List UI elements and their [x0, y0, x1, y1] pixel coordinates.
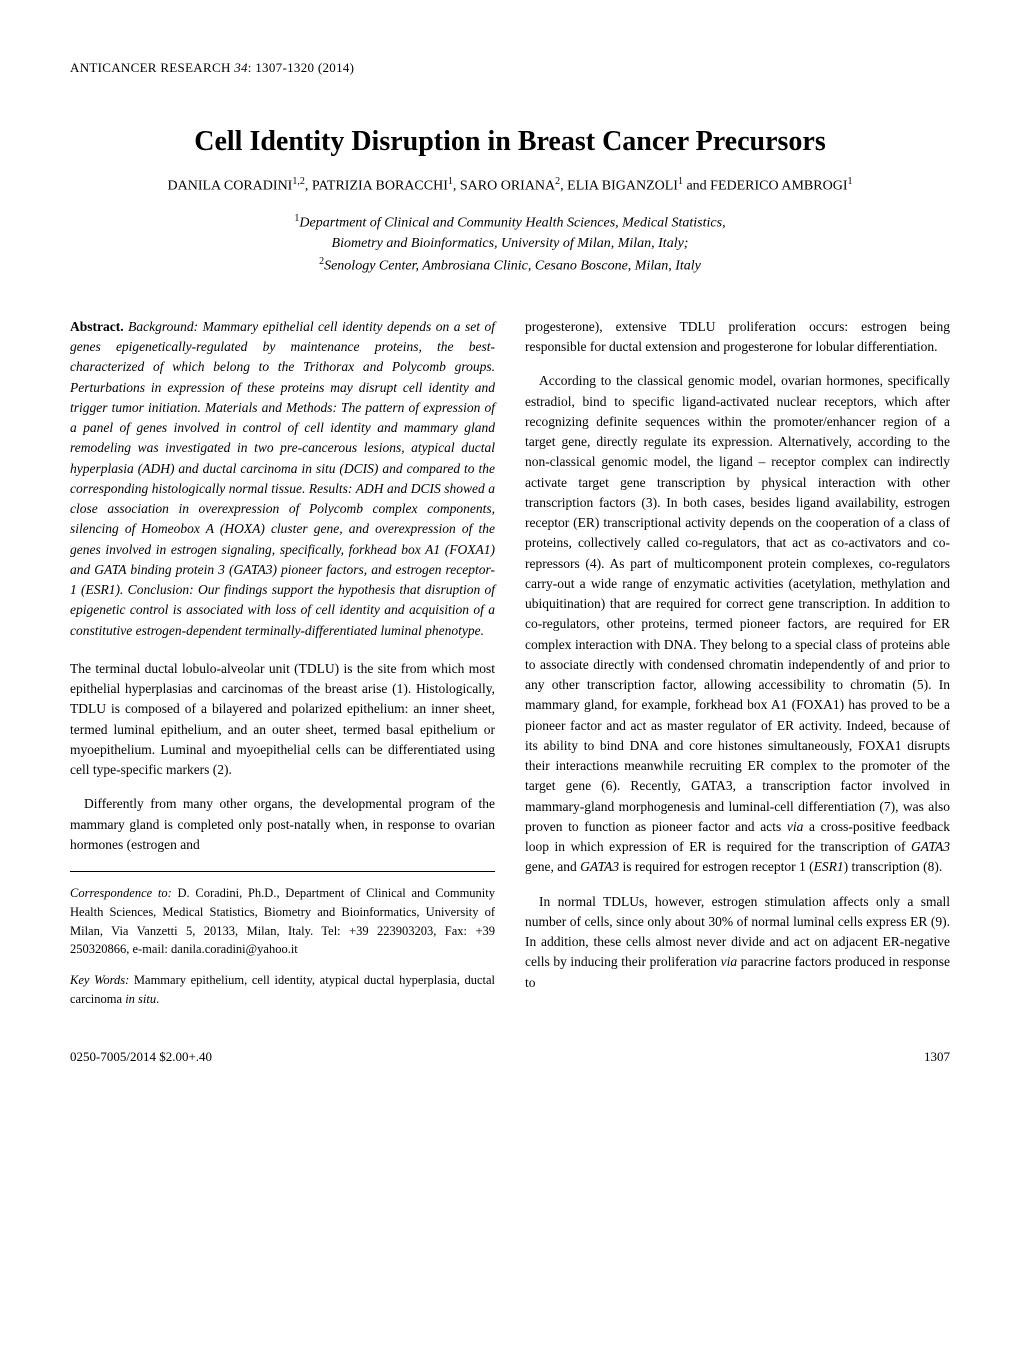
keywords-label: Key Words:	[70, 973, 134, 987]
left-column: Abstract. Background: Mammary epithelial…	[70, 317, 495, 1009]
running-head: ANTICANCER RESEARCH 34: 1307-1320 (2014)	[70, 60, 950, 76]
body-paragraph: The terminal ductal lobulo-alveolar unit…	[70, 659, 495, 781]
keywords-text: Mammary epithelium, cell identity, atypi…	[70, 973, 495, 1006]
two-column-layout: Abstract. Background: Mammary epithelial…	[70, 317, 950, 1009]
article-title: Cell Identity Disruption in Breast Cance…	[70, 126, 950, 158]
abstract-label: Abstract.	[70, 319, 124, 334]
separator-rule	[70, 871, 495, 872]
running-head-prefix: ANTICANCER RESEARCH	[70, 60, 234, 75]
footer-page-number: 1307	[924, 1049, 950, 1065]
body-paragraph: In normal TDLUs, however, estrogen stimu…	[525, 892, 950, 993]
correspondence-block: Correspondence to: D. Coradini, Ph.D., D…	[70, 884, 495, 959]
authors-line: DANILA CORADINI1,2, PATRIZIA BORACCHI1, …	[70, 176, 950, 195]
footer-left: 0250-7005/2014 $2.00+.40	[70, 1049, 212, 1065]
body-paragraph: According to the classical genomic model…	[525, 371, 950, 877]
body-paragraph: Differently from many other organs, the …	[70, 794, 495, 855]
keywords-block: Key Words: Mammary epithelium, cell iden…	[70, 971, 495, 1009]
body-paragraph: progesterone), extensive TDLU proliferat…	[525, 317, 950, 358]
abstract-body: Background: Mammary epithelial cell iden…	[70, 319, 495, 638]
running-head-volume: 34	[234, 60, 248, 75]
running-head-suffix: : 1307-1320 (2014)	[248, 60, 355, 75]
abstract: Abstract. Background: Mammary epithelial…	[70, 317, 495, 641]
right-column: progesterone), extensive TDLU proliferat…	[525, 317, 950, 1009]
correspondence-label: Correspondence to:	[70, 886, 178, 900]
page-footer: 0250-7005/2014 $2.00+.40 1307	[70, 1049, 950, 1065]
affiliations: 1Department of Clinical and Community He…	[70, 211, 950, 277]
